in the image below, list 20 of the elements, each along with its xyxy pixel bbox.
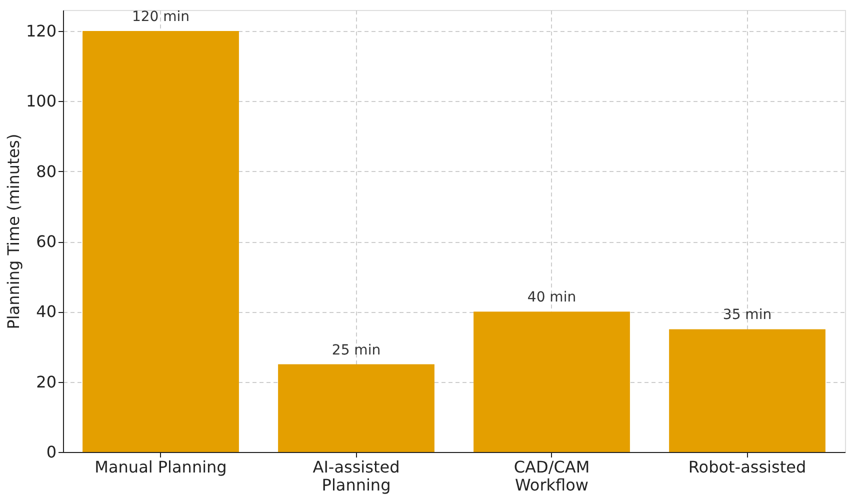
bar xyxy=(669,329,826,452)
data-label: 35 min xyxy=(722,307,772,324)
y-tick-label: 60 xyxy=(36,232,56,252)
data-label: 25 min xyxy=(332,342,381,358)
data-label: 40 min xyxy=(527,290,576,306)
y-axis-title: Planning Time (minutes) xyxy=(4,134,23,330)
x-tick-label: AI-assisted Planning xyxy=(312,458,400,494)
x-tick-label: Robot-assisted xyxy=(688,458,806,476)
bar xyxy=(82,31,239,452)
data-label: 120 min xyxy=(132,9,190,26)
bar xyxy=(474,312,630,452)
x-tick-label: CAD/CAM Workflow xyxy=(514,458,590,494)
y-tick-label: 100 xyxy=(26,92,56,111)
y-tick-label: 40 xyxy=(36,302,56,322)
x-tick-label: Manual Planning xyxy=(94,458,227,476)
y-tick-label: 120 xyxy=(26,22,56,41)
y-tick-label: 80 xyxy=(36,162,56,181)
y-tick-label: 20 xyxy=(36,372,56,392)
y-tick-label: 0 xyxy=(46,442,56,462)
bar xyxy=(278,364,434,452)
